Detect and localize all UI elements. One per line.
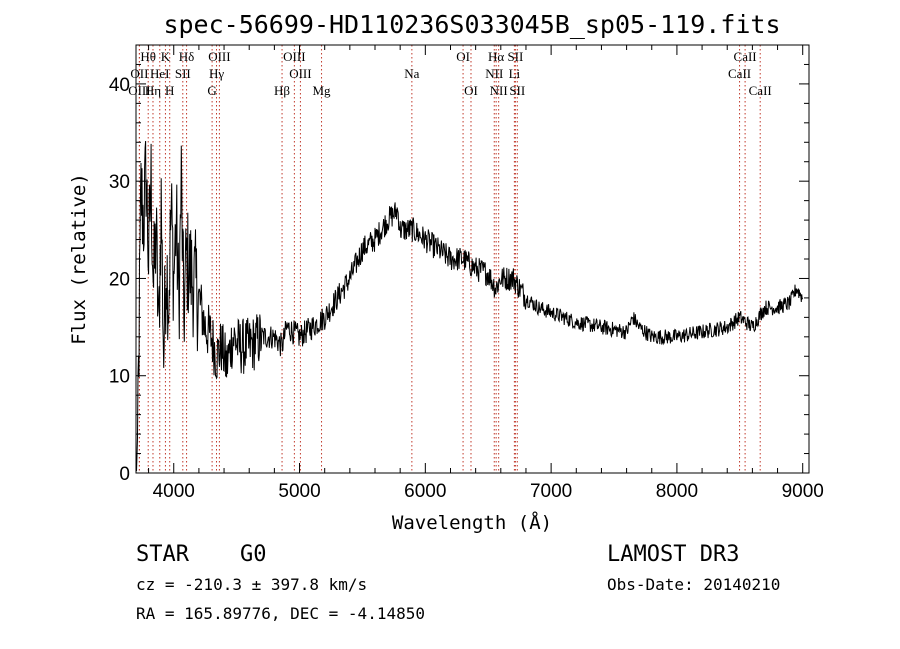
y-axis: 0 10 20 30 40 — [109, 44, 809, 485]
spectral-line-label: OIII — [289, 66, 311, 81]
spectral-line-label: SII — [509, 83, 525, 98]
spectral-line-label: K — [161, 49, 171, 64]
spectral-line-label: SII — [175, 66, 191, 81]
spectral-line-label: OII — [130, 66, 148, 81]
chart-title: spec-56699-HD110236S033045B_sp05-119.fit… — [163, 10, 780, 39]
spectral-line-label: OIII — [283, 49, 305, 64]
spectral-line-label: Na — [404, 66, 419, 81]
x-tick-label: 6000 — [404, 481, 446, 502]
y-tick-label: 40 — [109, 75, 130, 96]
observation-date: Obs-Date: 20140210 — [607, 575, 780, 594]
coordinates: RA = 165.89776, DEC = -4.14850 — [136, 604, 425, 623]
spectral-line-label: CaII — [749, 83, 772, 98]
object-subclass: G0 — [240, 542, 267, 567]
spectral-line-label: Hθ — [140, 49, 156, 64]
spectral-line-label: NII — [485, 66, 503, 81]
y-tick-label: 10 — [109, 367, 130, 388]
spectral-line-label: OI — [456, 49, 470, 64]
x-tick-label: 8000 — [656, 481, 698, 502]
spectral-line-markers — [138, 45, 761, 473]
spectral-line-label: HeI — [150, 66, 170, 81]
spectral-line-label: CaII — [728, 66, 751, 81]
x-tick-label: 4000 — [153, 481, 195, 502]
y-tick-label: 20 — [109, 269, 130, 290]
spectral-line-label: H — [165, 83, 174, 98]
survey-name: LAMOST DR3 — [607, 542, 739, 567]
spectral-line-label: Hγ — [209, 66, 224, 81]
y-tick-label: 30 — [109, 172, 130, 193]
x-tick-label: 5000 — [278, 481, 320, 502]
x-axis-label: Wavelength (Å) — [392, 511, 552, 534]
spectral-line-label: Hα — [488, 49, 504, 64]
spectral-line-label: CaII — [734, 49, 757, 64]
spectral-line-label: NII — [490, 83, 508, 98]
spectral-line-label: OIII — [128, 83, 150, 98]
spectral-line-label: OI — [464, 83, 478, 98]
flux-series-line — [135, 140, 804, 472]
spectral-line-label: OIII — [208, 49, 230, 64]
x-axis: 4000 5000 6000 7000 8000 9000 — [148, 45, 824, 502]
spectral-line-label: G — [207, 83, 216, 98]
x-tick-label: 9000 — [782, 481, 824, 502]
x-tick-label: 7000 — [530, 481, 572, 502]
object-class: STAR — [136, 542, 190, 567]
redshift-value: cz = -210.3 ± 397.8 km/s — [136, 575, 367, 594]
y-tick-label: 0 — [119, 464, 130, 485]
spectral-line-label: Li — [509, 66, 521, 81]
y-axis-label: Flux (relative) — [68, 173, 90, 345]
spectral-line-label: Hη — [145, 83, 161, 98]
spectral-line-label: Mg — [313, 83, 332, 98]
spectral-line-label: Hδ — [179, 49, 195, 64]
spectral-line-label: Hβ — [274, 83, 290, 98]
spectral-line-label: SII — [507, 49, 523, 64]
